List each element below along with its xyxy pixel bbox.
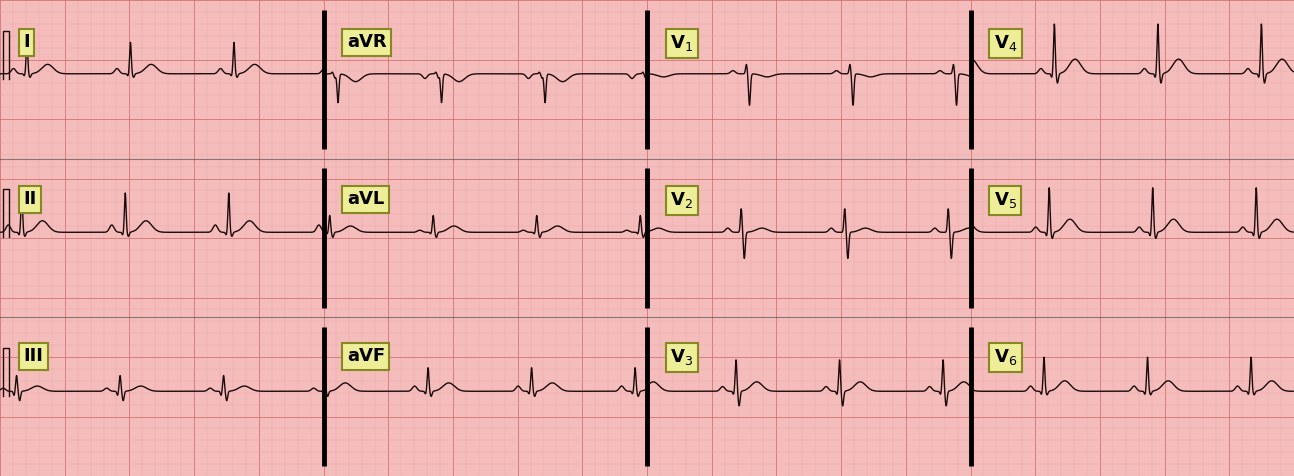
Text: V$_{1}$: V$_{1}$ — [670, 33, 694, 53]
Text: II: II — [23, 190, 36, 208]
Text: aVF: aVF — [347, 347, 384, 366]
Text: V$_{4}$: V$_{4}$ — [994, 33, 1017, 53]
Text: I: I — [23, 33, 30, 51]
Text: V$_{3}$: V$_{3}$ — [670, 347, 694, 367]
Text: V$_{6}$: V$_{6}$ — [994, 347, 1017, 367]
Text: III: III — [23, 347, 43, 366]
Text: V$_{2}$: V$_{2}$ — [670, 190, 694, 210]
Text: aVL: aVL — [347, 190, 384, 208]
Text: V$_{5}$: V$_{5}$ — [994, 190, 1017, 210]
Text: aVR: aVR — [347, 33, 387, 51]
